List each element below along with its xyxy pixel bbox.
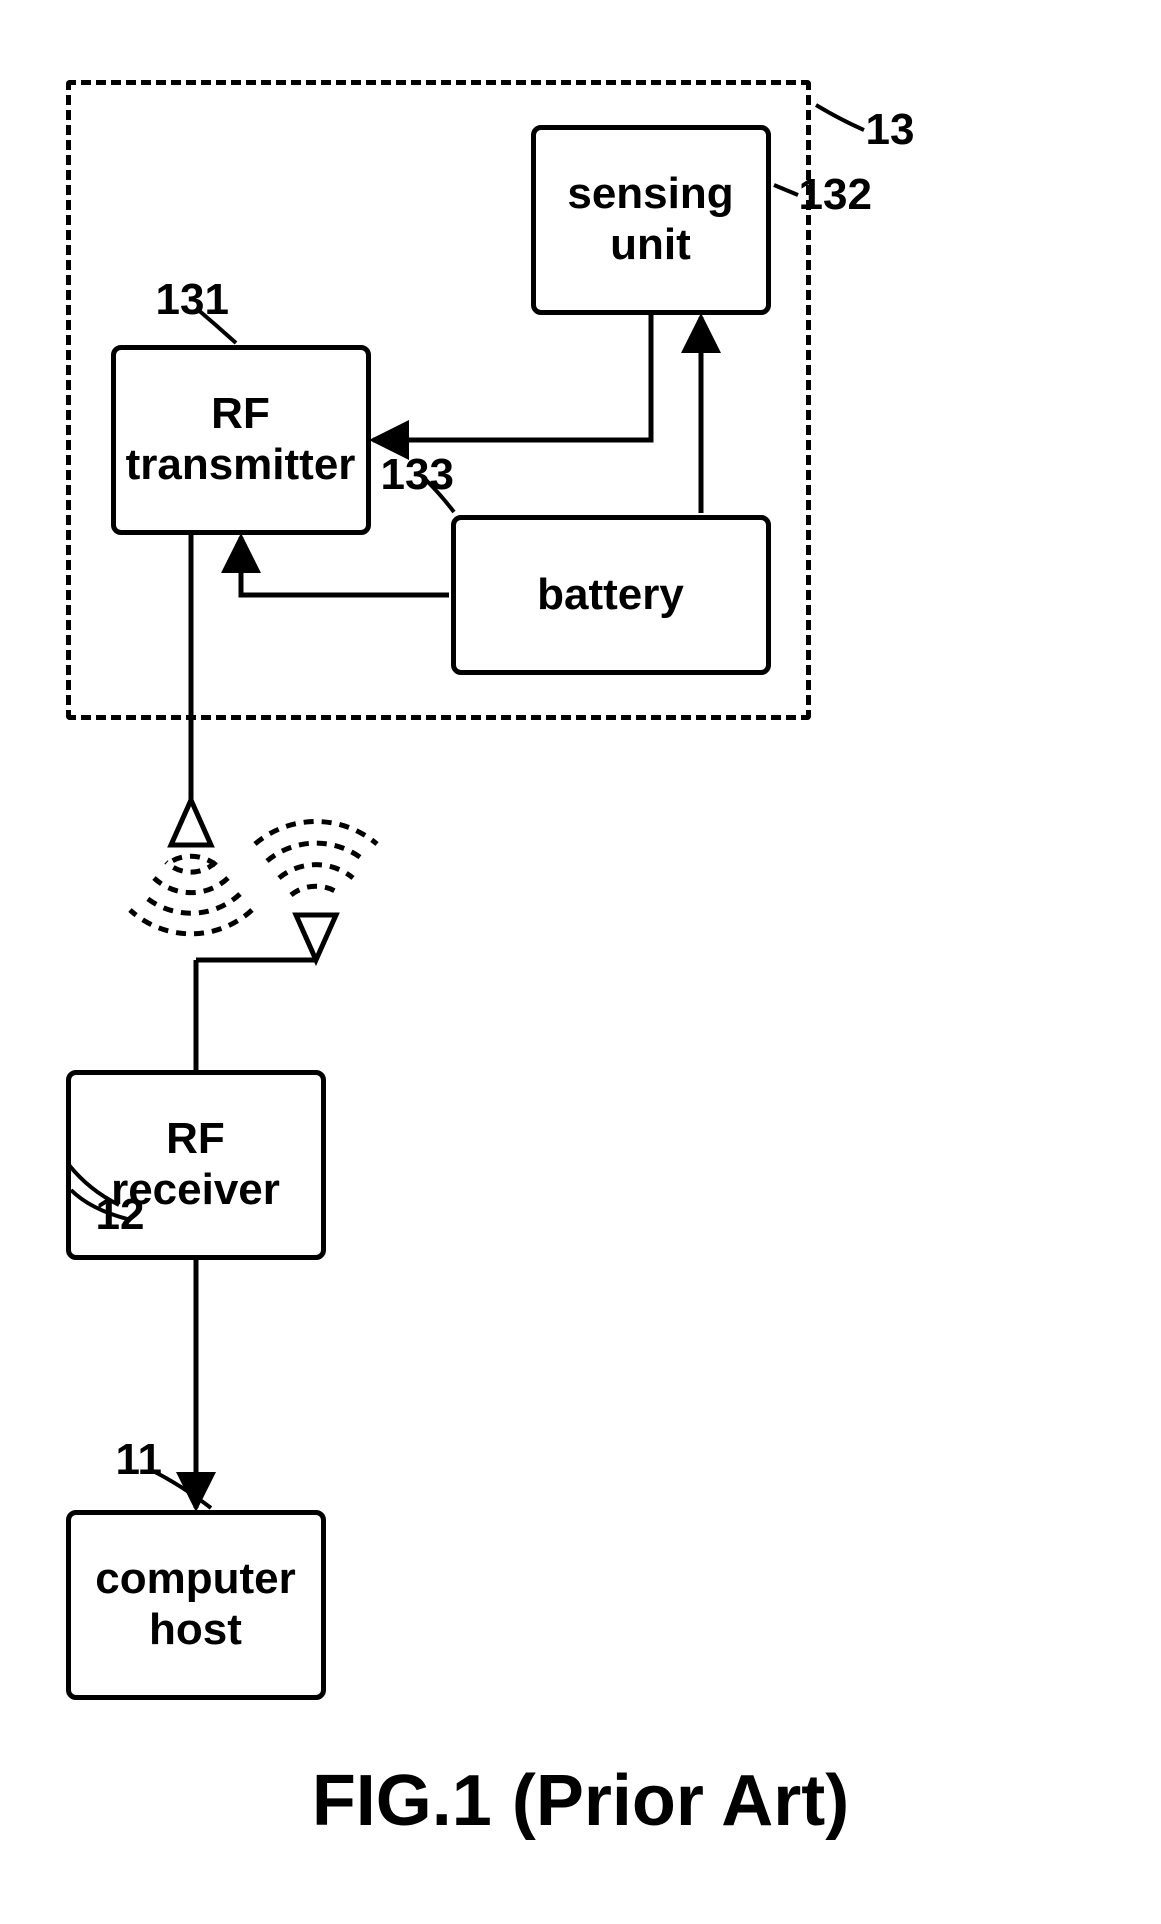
block-label: RFtransmitter	[126, 389, 356, 490]
block-sensing-unit: sensingunit	[531, 125, 771, 315]
figure-caption: FIG.1 (Prior Art)	[41, 1760, 1121, 1842]
tx-waves	[166, 865, 216, 874]
block-label: sensingunit	[567, 169, 733, 270]
block-label: battery	[537, 570, 684, 621]
antenna-transmitter-waves	[166, 870, 216, 879]
ref-battery: 133	[381, 450, 454, 500]
block-computer-host: computerhost	[66, 1510, 326, 1700]
block-rf-transmitter: RFtransmitter	[111, 345, 371, 535]
ref-rf-transmitter: 131	[156, 275, 229, 325]
antenna-receiver	[196, 822, 377, 1070]
diagram-canvas: computerhost 11 RFreceiver 12 13 RFtrans…	[41, 40, 1121, 1880]
ref-sensing-unit: 132	[799, 170, 872, 220]
ref-computer-host: 11	[116, 1435, 163, 1485]
block-label: computerhost	[95, 1554, 295, 1655]
ref-wireless-device: 13	[866, 105, 915, 155]
ref-rf-receiver: 12	[96, 1190, 145, 1240]
block-battery: battery	[451, 515, 771, 675]
